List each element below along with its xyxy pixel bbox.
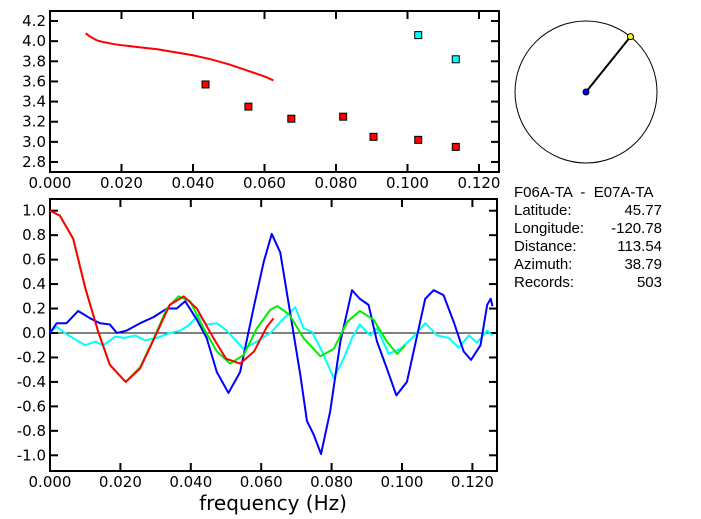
data-point — [287, 114, 296, 123]
red-series-line — [49, 209, 275, 383]
azimuth-line — [585, 36, 632, 93]
x-tick-label: 0.120 — [451, 473, 494, 491]
y-tick-label: 0.0 — [22, 324, 46, 342]
y-tick-label: 3.0 — [22, 133, 46, 151]
y-tick-label: -0.2 — [17, 348, 46, 366]
azimuth-map — [514, 20, 658, 164]
info-label: Azimuth: — [514, 256, 572, 273]
coherency-spectrum-plot: 0.000 0.020 0.040 0.060 0.080 0.100 0.120 1.0 0.… — [17, 198, 498, 491]
data-point — [244, 102, 253, 111]
data-point — [414, 135, 423, 144]
x-tick-label: 0.060 — [243, 174, 286, 192]
info-value: -120.78 — [611, 220, 662, 237]
y-tick-label: 4.2 — [22, 12, 46, 30]
cyan-series-line — [49, 306, 494, 380]
x-tick-label: 0.000 — [29, 174, 72, 192]
dispersion-curve — [85, 32, 274, 82]
x-tick-label: 0.040 — [172, 174, 215, 192]
y-tick-label: -0.4 — [17, 373, 46, 391]
x-tick-label: 0.080 — [310, 473, 353, 491]
info-label: Distance: — [514, 238, 577, 255]
info-value: 45.77 — [624, 202, 662, 219]
x-tick-label: 0.020 — [100, 174, 143, 192]
y-tick-label: -0.8 — [17, 422, 46, 440]
data-point — [369, 132, 378, 141]
data-point — [201, 80, 210, 89]
y-tick-label: 3.6 — [22, 72, 46, 90]
plot-frame — [49, 10, 500, 173]
green-series-line — [49, 209, 407, 383]
x-tick-label: 0.000 — [29, 473, 72, 491]
y-tick-label: 3.2 — [22, 113, 46, 131]
info-label: Records: — [514, 274, 574, 291]
x-tick-label: 0.060 — [240, 473, 283, 491]
info-value: 38.79 — [624, 256, 662, 273]
data-point — [414, 31, 423, 40]
x-axis-label: frequency (Hz) — [199, 491, 347, 515]
x-tick-label: 0.080 — [315, 174, 358, 192]
station-pair: F06A-TA - E07A-TA — [514, 184, 653, 201]
y-tick-label: 0.4 — [22, 275, 46, 293]
blue-series-line — [49, 232, 494, 456]
info-label: Latitude: — [514, 202, 572, 219]
map-circle — [514, 20, 658, 164]
x-tick-label: 0.100 — [381, 473, 424, 491]
y-tick-label: 4.0 — [22, 32, 46, 50]
info-value: 503 — [637, 274, 662, 291]
info-label: Longitude: — [514, 220, 584, 237]
x-tick-label: 0.120 — [458, 174, 501, 192]
y-tick-label: 0.6 — [22, 251, 46, 269]
x-tick-label: 0.100 — [386, 174, 429, 192]
y-tick-label: 0.8 — [22, 226, 46, 244]
station-remote-marker — [626, 33, 634, 41]
y-tick-label: 2.8 — [22, 153, 46, 171]
y-tick-label: 3.4 — [22, 93, 46, 111]
info-value: 113.54 — [617, 238, 662, 255]
data-point — [451, 142, 460, 151]
data-point — [451, 55, 460, 64]
x-tick-label: 0.040 — [169, 473, 212, 491]
x-tick-label: 0.020 — [99, 473, 142, 491]
plot-frame — [49, 198, 498, 472]
y-tick-label: -0.6 — [17, 397, 46, 415]
y-tick-label: -1.0 — [17, 446, 46, 464]
y-tick-label: 3.8 — [22, 52, 46, 70]
station-info: F06A-TA - E07A-TA Latitude: 45.77 Longitud… — [514, 184, 662, 291]
data-point — [339, 112, 348, 121]
station-center-marker — [582, 88, 590, 96]
velocity-dispersion-plot: 0.000 0.020 0.040 0.060 0.080 0.100 0.120 2.8 3.… — [22, 10, 501, 192]
y-tick-label: 1.0 — [22, 202, 46, 220]
y-tick-label: 0.2 — [22, 300, 46, 318]
